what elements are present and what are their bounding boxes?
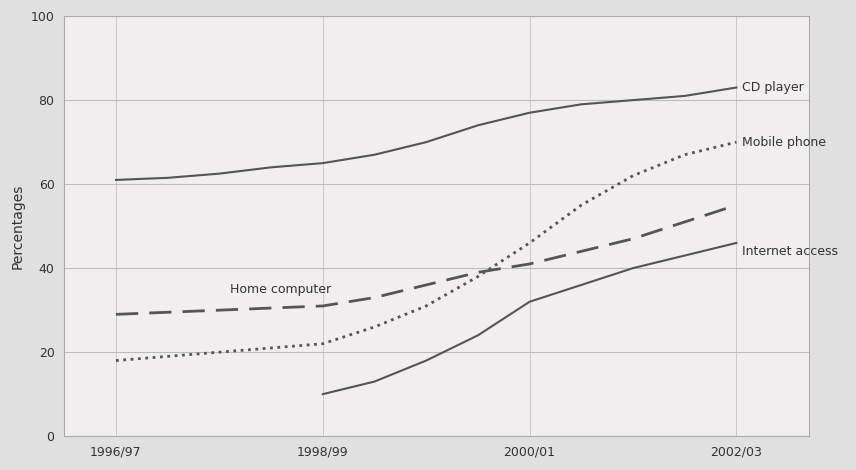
Text: Mobile phone: Mobile phone [741, 136, 825, 149]
Text: Internet access: Internet access [741, 245, 837, 258]
Y-axis label: Percentages: Percentages [11, 183, 25, 269]
Text: Home computer: Home computer [229, 282, 330, 296]
Text: CD player: CD player [741, 81, 803, 94]
